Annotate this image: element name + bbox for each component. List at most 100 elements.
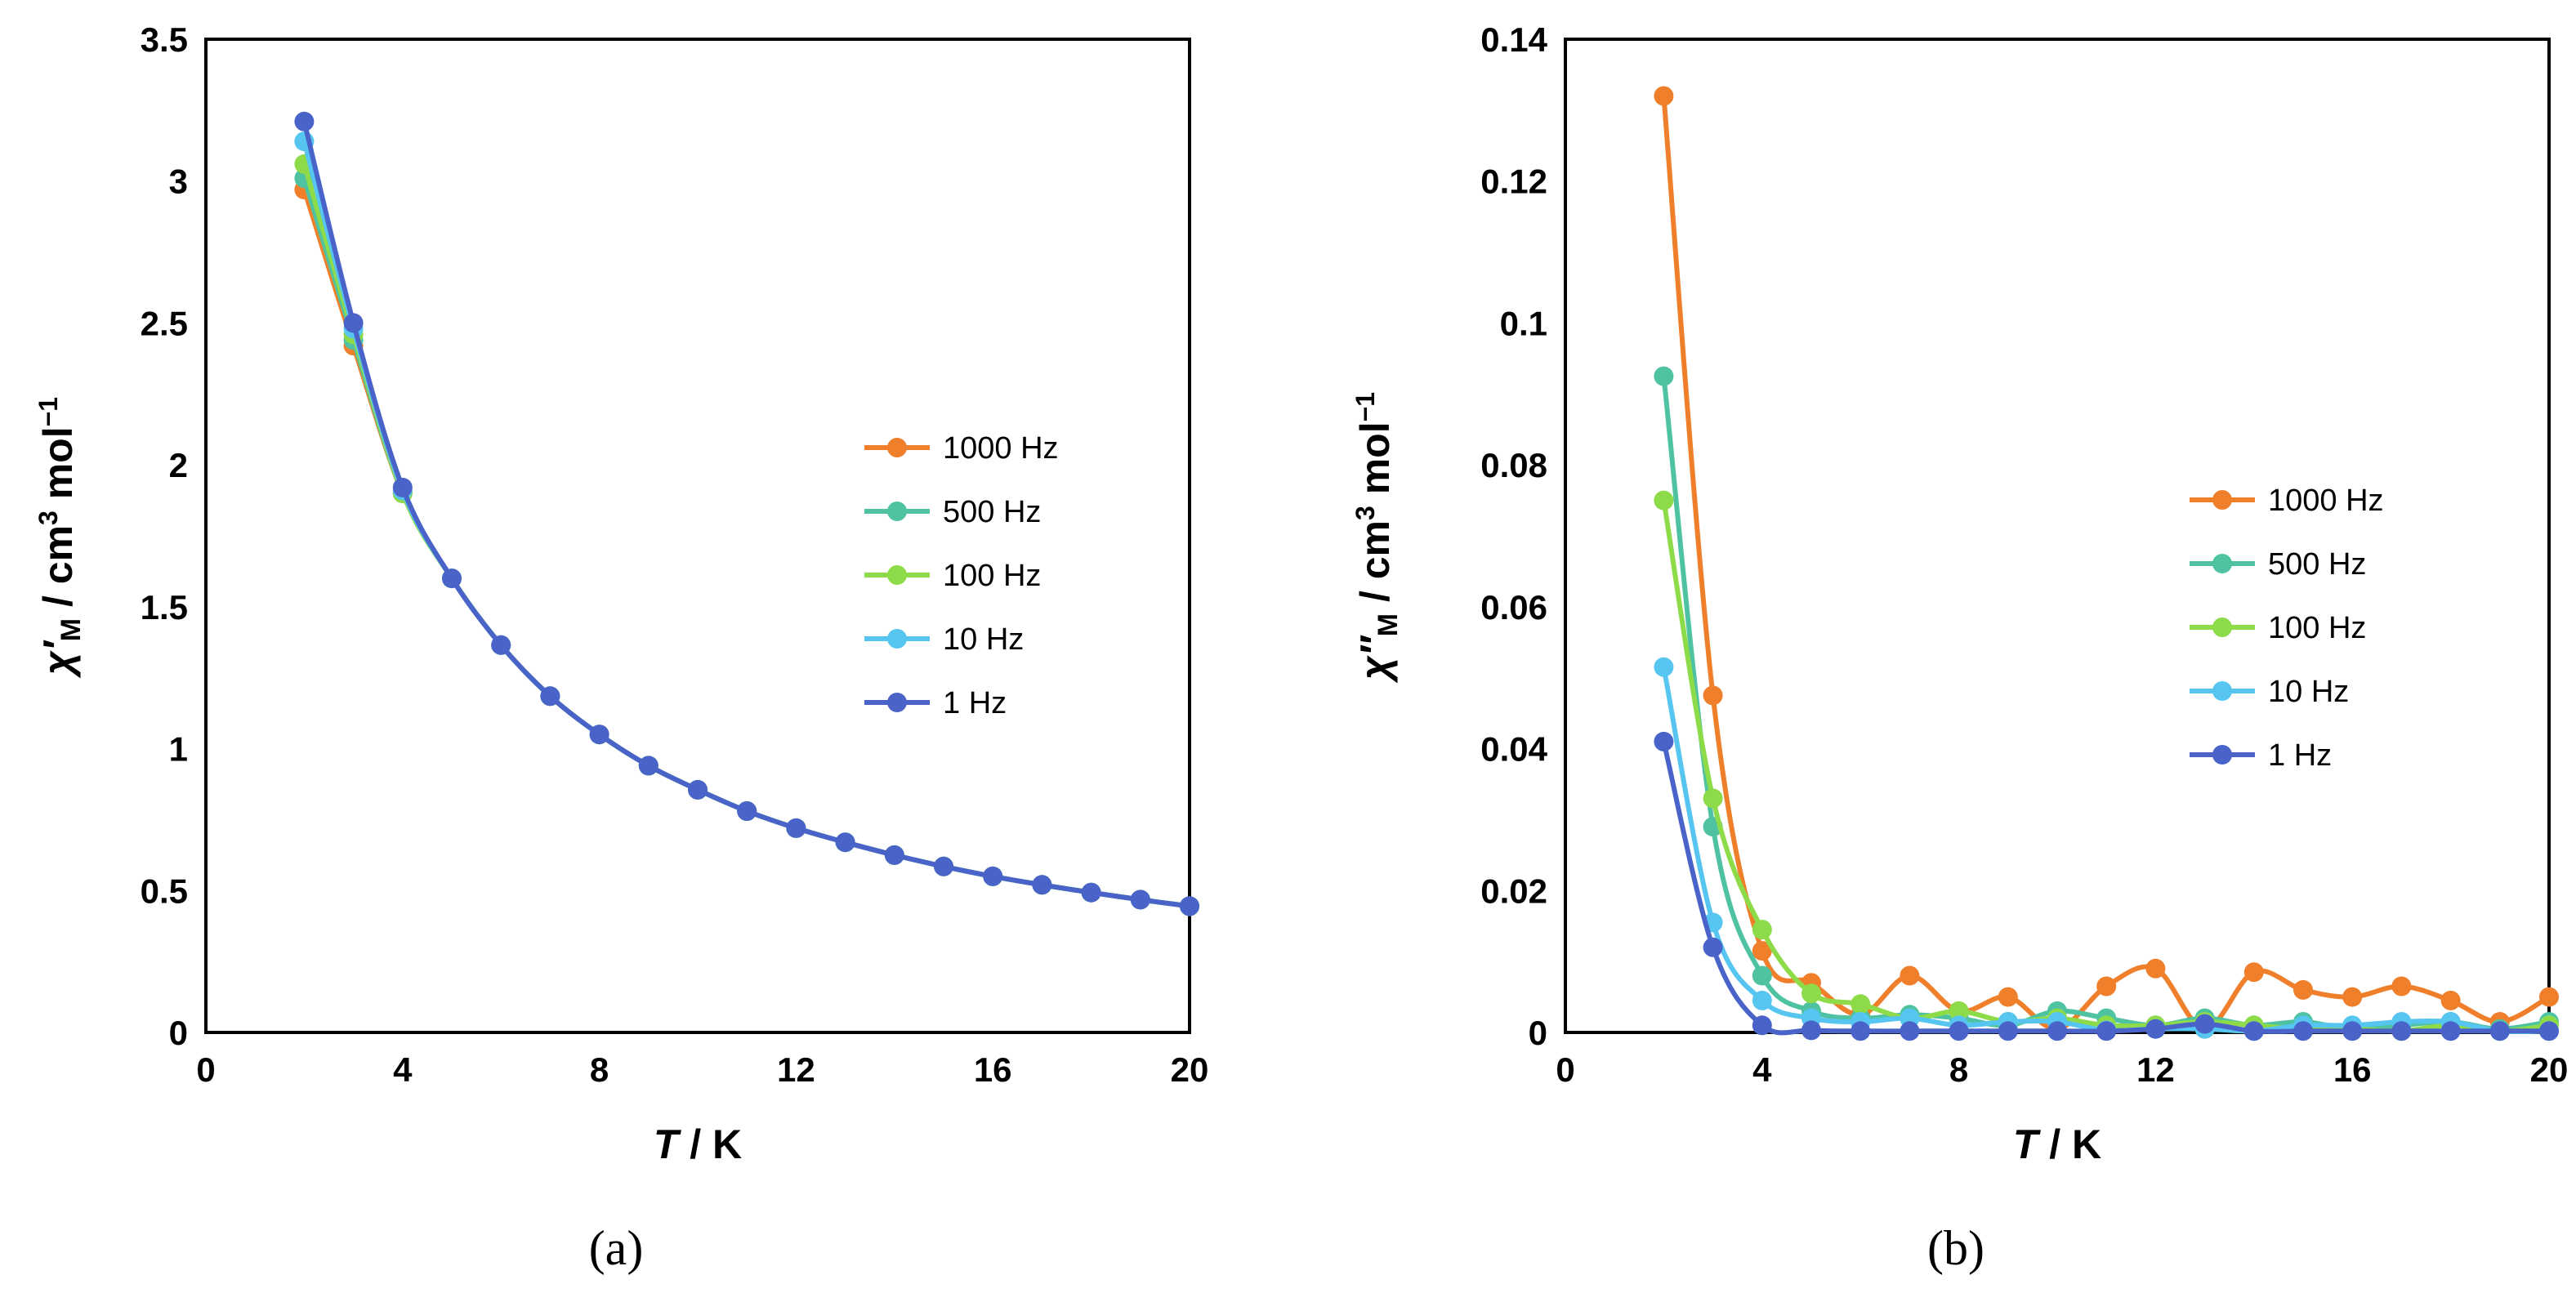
legend-label: 100 Hz xyxy=(2268,611,2366,645)
data-point xyxy=(2194,1014,2215,1034)
y-tick-label: 0.5 xyxy=(141,872,188,910)
data-point xyxy=(2391,1021,2412,1041)
y-tick-label: 0 xyxy=(1529,1014,1547,1052)
series-line-100-hz xyxy=(301,163,1190,909)
y-tick-label: 1 xyxy=(169,730,188,769)
y-tick-label: 2.5 xyxy=(141,304,188,342)
legend-label: 10 Hz xyxy=(2268,675,2349,709)
panel-b: 0 4 8 12 16 20 0 0.02 0.04 0.06 0.08 0.1 0.12 0.14 1… xyxy=(1351,20,2568,1275)
data-point xyxy=(1801,983,1821,1004)
x-tick-labels: 0 4 8 12 16 20 xyxy=(1556,1050,2568,1089)
data-point xyxy=(2145,958,2166,979)
legend-swatch-marker xyxy=(887,693,907,712)
series-100-hz xyxy=(1654,490,2559,1041)
panel-a: 0 4 8 12 16 20 0 0.5 1 1.5 2 2.5 3 3.5 1000 Hz 500 Hz… xyxy=(33,20,1208,1275)
y-tick-labels: 0 0.02 0.04 0.06 0.08 0.1 0.12 0.14 xyxy=(1480,20,1547,1052)
data-point xyxy=(540,686,560,707)
data-point xyxy=(1752,920,1772,940)
series-line-10-hz xyxy=(301,140,1190,909)
legend: 1000 Hz 500 Hz 100 Hz 10 Hz 1 Hz xyxy=(2190,484,2384,773)
data-point xyxy=(1801,1020,1821,1041)
data-point xyxy=(1081,882,1101,903)
legend-label: 1 Hz xyxy=(943,686,1007,720)
data-point xyxy=(2293,979,2313,1000)
legend-item-1000-hz: 1000 Hz xyxy=(864,431,1059,466)
data-point xyxy=(1130,889,1150,910)
y-tick-label: 0.12 xyxy=(1480,163,1547,201)
legend-swatch-marker xyxy=(2212,681,2232,701)
legend-label: 1000 Hz xyxy=(943,431,1059,466)
y-tick-label: 3.5 xyxy=(141,20,188,59)
series-500-hz xyxy=(1654,366,2559,1039)
data-point xyxy=(2539,987,2559,1007)
data-point xyxy=(737,801,757,821)
legend-swatch-marker xyxy=(2212,618,2232,637)
data-point xyxy=(1900,965,1920,986)
series-line-1000-hz xyxy=(301,189,1190,909)
data-point xyxy=(2489,1021,2510,1041)
x-tick-label: 12 xyxy=(777,1050,815,1089)
data-point xyxy=(491,635,511,655)
data-point xyxy=(2539,1021,2559,1041)
x-tick-label: 0 xyxy=(1556,1050,1574,1089)
legend-label: 100 Hz xyxy=(943,559,1041,593)
data-point xyxy=(1180,896,1199,916)
plot-area-frame xyxy=(204,38,1191,1034)
series-1000-hz xyxy=(1654,86,2559,1039)
legend-item-100-hz: 100 Hz xyxy=(2190,611,2366,645)
data-point xyxy=(343,313,364,333)
y-tick-label: 2 xyxy=(169,446,188,484)
data-point xyxy=(589,725,609,745)
data-point xyxy=(1654,657,1674,677)
y-tick-label: 0.06 xyxy=(1480,588,1547,626)
legend-swatch-marker xyxy=(2212,490,2232,510)
data-point xyxy=(1752,990,1772,1010)
series-10-hz xyxy=(294,132,1199,916)
panel-label-b: (b) xyxy=(1927,1221,1984,1275)
panel-label-a: (a) xyxy=(589,1221,644,1275)
series-line-500-hz xyxy=(301,177,1190,909)
y-tick-label: 0 xyxy=(169,1014,188,1052)
data-point xyxy=(1998,987,2018,1007)
data-point xyxy=(1851,1021,1871,1041)
data-point xyxy=(1949,1001,1969,1021)
data-point xyxy=(1998,1021,2018,1041)
x-axis-label: T / K xyxy=(2013,1121,2101,1167)
y-tick-label: 0.08 xyxy=(1480,446,1547,484)
x-tick-label: 20 xyxy=(1171,1050,1209,1089)
x-tick-label: 0 xyxy=(196,1050,215,1089)
legend-label: 500 Hz xyxy=(2268,547,2366,582)
data-point xyxy=(2342,987,2363,1007)
data-point xyxy=(1654,366,1674,386)
data-point xyxy=(983,866,1003,886)
data-point xyxy=(1752,1015,1772,1036)
x-tick-labels: 0 4 8 12 16 20 xyxy=(196,1050,1208,1089)
legend-item-1000-hz: 1000 Hz xyxy=(2190,484,2384,518)
y-tick-label: 0.14 xyxy=(1480,20,1547,59)
series-1-hz xyxy=(1654,731,2559,1041)
legend-item-1-hz: 1 Hz xyxy=(2190,738,2332,773)
y-tick-label: 0.04 xyxy=(1480,730,1547,769)
series-line-1-hz xyxy=(301,121,1190,909)
series-lines xyxy=(294,111,1199,916)
y-tick-label: 3 xyxy=(169,163,188,201)
data-point xyxy=(1752,965,1772,986)
legend-swatch-marker xyxy=(887,502,907,521)
data-point xyxy=(934,856,953,876)
data-point xyxy=(688,779,708,800)
x-axis-label: T / K xyxy=(654,1121,742,1167)
x-tick-label: 4 xyxy=(1752,1050,1772,1089)
legend-item-1-hz: 1 Hz xyxy=(864,686,1007,720)
x-tick-label: 20 xyxy=(2530,1050,2569,1089)
x-tick-label: 4 xyxy=(393,1050,413,1089)
data-point xyxy=(884,845,904,865)
data-point xyxy=(2391,976,2412,997)
plot-area-frame xyxy=(1564,38,2551,1034)
data-point xyxy=(2440,990,2461,1010)
data-point xyxy=(2096,976,2117,997)
legend-swatch-marker xyxy=(887,565,907,585)
data-point xyxy=(1900,1021,1920,1041)
data-point xyxy=(1703,937,1723,957)
data-point xyxy=(2145,1019,2166,1039)
